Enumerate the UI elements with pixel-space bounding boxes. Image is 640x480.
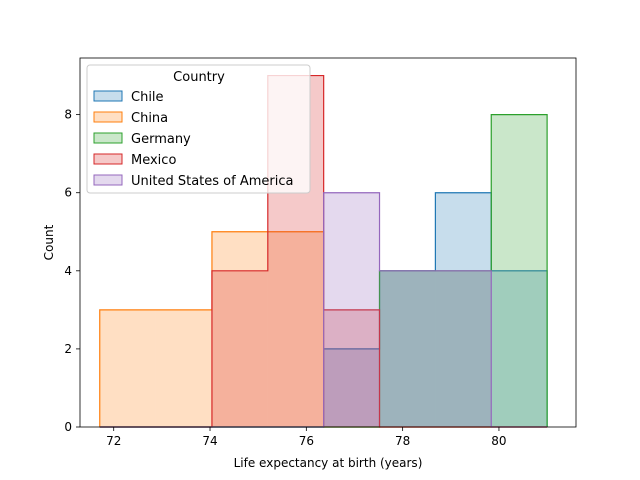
legend-item-mexico: Mexico xyxy=(93,153,176,168)
bar-united-states-of-america-4 xyxy=(323,192,380,427)
legend-item-germany: Germany xyxy=(93,132,191,147)
bar-china-0 xyxy=(99,309,156,427)
x-tick-label-72: 72 xyxy=(106,434,121,448)
x-axis-label: Life expectancy at birth (years) xyxy=(234,456,423,470)
series-germany xyxy=(99,114,548,428)
legend-swatch xyxy=(93,153,123,165)
bar-mexico-4 xyxy=(323,309,380,427)
legend-title: Country xyxy=(173,70,225,85)
legend-items: Chile China Germany Mexico United States of … xyxy=(93,90,293,189)
legend-label: China xyxy=(131,111,168,126)
series-china xyxy=(99,231,548,428)
bar-germany-7 xyxy=(491,114,548,427)
bar-chile-6 xyxy=(435,192,492,427)
legend-swatch xyxy=(93,90,123,102)
y-tick-label-0: 0 xyxy=(64,420,72,434)
legend-swatch xyxy=(93,174,123,186)
legend-label: Germany xyxy=(131,132,191,147)
bar-china-2 xyxy=(211,231,268,427)
bar-germany-5 xyxy=(379,270,436,427)
axes-layer: 72 74 76 78 80 0 2 4 6 8 xyxy=(64,108,506,448)
bar-germany-6 xyxy=(435,270,492,427)
legend-item-chile: Chile xyxy=(93,90,164,105)
x-tick-label-78: 78 xyxy=(395,434,410,448)
x-tick-label-76: 76 xyxy=(299,434,314,448)
bar-china-3 xyxy=(267,231,324,427)
legend-label: Mexico xyxy=(131,153,176,168)
bar-chile-5 xyxy=(379,270,436,427)
y-tick-label-6: 6 xyxy=(64,186,72,200)
bar-china-1 xyxy=(155,309,212,427)
bar-chile-7 xyxy=(491,270,548,427)
legend-swatch xyxy=(93,132,123,144)
bar-united-states-of-america-6 xyxy=(435,270,492,427)
bar-united-states-of-america-5 xyxy=(379,270,436,427)
x-tick-label-74: 74 xyxy=(202,434,217,448)
legend-box xyxy=(86,64,311,194)
legend-swatch xyxy=(93,111,123,123)
y-tick-label-4: 4 xyxy=(64,264,72,278)
bar-chile-4 xyxy=(323,348,380,427)
legend-label: United States of America xyxy=(131,174,293,189)
legend-label: Chile xyxy=(131,90,164,105)
y-tick-label-8: 8 xyxy=(64,108,72,122)
legend-item-united-states-of-america: United States of America xyxy=(93,174,293,189)
plot-frame xyxy=(79,57,577,428)
x-tick-label-80: 80 xyxy=(491,434,506,448)
bar-mexico-2 xyxy=(211,270,268,427)
legend: Country Chile China Germany Mexico United St… xyxy=(86,64,311,194)
series-united-states-of-america xyxy=(99,192,548,428)
y-tick-label-2: 2 xyxy=(64,342,72,356)
bars-layer xyxy=(99,74,548,428)
legend-item-china: China xyxy=(93,111,168,126)
y-axis-label: Count xyxy=(42,224,56,260)
